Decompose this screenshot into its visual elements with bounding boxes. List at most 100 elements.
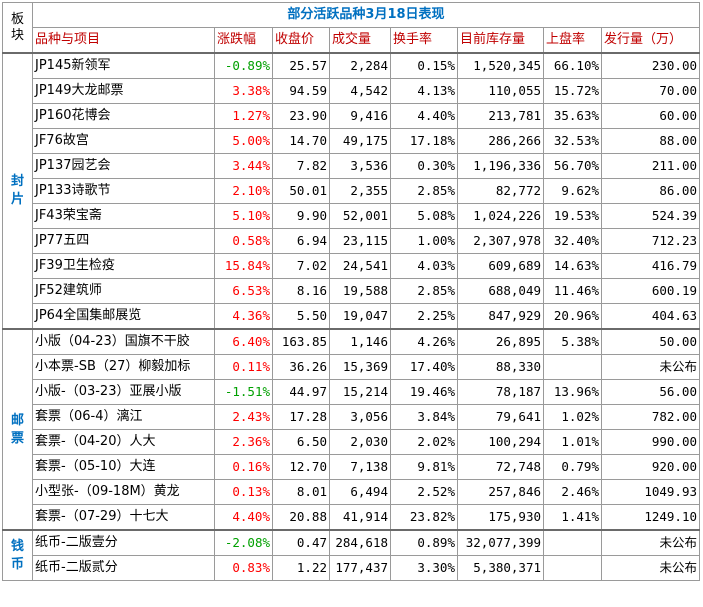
item-name: 纸币-二版壹分 [32, 529, 215, 556]
issue-cell: 524.39 [601, 203, 700, 229]
rate-cell: 2.46% [543, 479, 602, 505]
rate-cell: 20.96% [543, 303, 602, 330]
rate-cell: 19.53% [543, 203, 602, 229]
issue-cell: 920.00 [601, 454, 700, 480]
stock-cell: 1,024,226 [457, 203, 544, 229]
volume-cell: 7,138 [329, 454, 391, 480]
table-row: 邮票 小版（04-23）国旗不干胶 6.40% 163.85 1,146 4.26% 26,… [2, 328, 700, 531]
stock-cell: 175,930 [457, 504, 544, 531]
close-cell: 5.50 [272, 303, 330, 330]
item-name: JF76故宫 [32, 128, 215, 154]
turnover-cell: 0.89% [390, 529, 458, 556]
rate-cell: 56.70% [543, 153, 602, 179]
stock-cell: 100,294 [457, 429, 544, 455]
stock-performance-table: 板块 部分活跃品种3月18日表现 品种与项目 涨跌幅 收盘价 成交量 换手率 目… [2, 2, 700, 581]
item-name: 套票（06-4）漓江 [32, 404, 215, 430]
stock-cell: 32,077,399 [457, 529, 544, 556]
stock-cell: 1,520,345 [457, 52, 544, 79]
change-cell: 5.00% [214, 128, 273, 154]
turnover-cell: 1.00% [390, 228, 458, 254]
item-name: JP137园艺会 [32, 153, 215, 179]
volume-cell: 2,284 [329, 52, 391, 79]
stock-cell: 688,049 [457, 278, 544, 304]
volume-cell: 24,541 [329, 253, 391, 279]
turnover-cell: 3.30% [390, 555, 458, 581]
change-cell: 3.38% [214, 78, 273, 104]
sector-label-text: 邮票 [10, 412, 24, 446]
rate-cell: 66.10% [543, 52, 602, 79]
volume-cell: 52,001 [329, 203, 391, 229]
rate-cell [543, 529, 602, 556]
close-cell: 36.26 [272, 354, 330, 380]
header-close: 收盘价 [272, 27, 330, 54]
header-name: 品种与项目 [32, 27, 215, 54]
rate-cell: 32.53% [543, 128, 602, 154]
item-name: JF43荣宝斋 [32, 203, 215, 229]
stock-cell: 78,187 [457, 379, 544, 405]
item-name: 套票-（05-10）大连 [32, 454, 215, 480]
item-name: 套票-（07-29）十七大 [32, 504, 215, 531]
table-row: JF52建筑师 6.53% 8.16 19,588 2.85% 688,049 11.46%… [3, 278, 700, 304]
issue-cell: 416.79 [601, 253, 700, 279]
turnover-cell: 4.13% [390, 78, 458, 104]
close-cell: 25.57 [272, 52, 330, 79]
item-name: 小版（04-23）国旗不干胶 [32, 328, 215, 355]
change-cell: -1.51% [214, 379, 273, 405]
issue-cell: 60.00 [601, 103, 700, 129]
issue-cell: 86.00 [601, 178, 700, 204]
issue-cell: 1049.93 [601, 479, 700, 505]
volume-cell: 3,536 [329, 153, 391, 179]
change-cell: 6.53% [214, 278, 273, 304]
table-row: 小型张-（09-18M）黄龙 0.13% 8.01 6,494 2.52% 257,846… [3, 479, 700, 505]
rate-cell: 9.62% [543, 178, 602, 204]
item-name: JF39卫生检疫 [32, 253, 215, 279]
stock-cell: 1,196,336 [457, 153, 544, 179]
table-title: 部分活跃品种3月18日表现 [32, 2, 700, 28]
sector-label: 邮票 [2, 328, 33, 531]
close-cell: 7.82 [272, 153, 330, 179]
table-row: 套票（06-4）漓江 2.43% 17.28 3,056 3.84% 79,641 1.02… [3, 404, 700, 430]
change-cell: 0.58% [214, 228, 273, 254]
rate-cell: 35.63% [543, 103, 602, 129]
item-name: JP160花博会 [32, 103, 215, 129]
sector-label-text: 封片 [10, 174, 24, 207]
rate-cell: 0.79% [543, 454, 602, 480]
header-issue: 发行量（万） [601, 27, 700, 54]
issue-cell: 712.23 [601, 228, 700, 254]
item-name: JP149大龙邮票 [32, 78, 215, 104]
turnover-cell: 0.30% [390, 153, 458, 179]
table-row: JP77五四 0.58% 6.94 23,115 1.00% 2,307,978 32.40… [3, 228, 700, 254]
close-cell: 8.01 [272, 479, 330, 505]
close-cell: 12.70 [272, 454, 330, 480]
rate-cell: 1.02% [543, 404, 602, 430]
stock-cell: 110,055 [457, 78, 544, 104]
volume-cell: 19,588 [329, 278, 391, 304]
close-cell: 50.01 [272, 178, 330, 204]
sector-label: 钱币 [2, 529, 33, 581]
close-cell: 0.47 [272, 529, 330, 556]
issue-cell: 230.00 [601, 52, 700, 79]
issue-cell: 56.00 [601, 379, 700, 405]
issue-cell: 50.00 [601, 328, 700, 355]
close-cell: 23.90 [272, 103, 330, 129]
issue-cell: 未公布 [601, 354, 700, 380]
volume-cell: 6,494 [329, 479, 391, 505]
table-row: JP149大龙邮票 3.38% 94.59 4,542 4.13% 110,055 15.7… [3, 78, 700, 104]
rate-cell: 15.72% [543, 78, 602, 104]
stock-cell: 2,307,978 [457, 228, 544, 254]
change-cell: 4.36% [214, 303, 273, 330]
item-name: 纸币-二版贰分 [32, 555, 215, 581]
volume-cell: 177,437 [329, 555, 391, 581]
turnover-cell: 4.26% [390, 328, 458, 355]
stock-cell: 88,330 [457, 354, 544, 380]
close-cell: 1.22 [272, 555, 330, 581]
turnover-cell: 17.18% [390, 128, 458, 154]
item-name: 小型张-（09-18M）黄龙 [32, 479, 215, 505]
volume-cell: 2,355 [329, 178, 391, 204]
title-row: 板块 部分活跃品种3月18日表现 [2, 2, 700, 54]
stock-cell: 213,781 [457, 103, 544, 129]
item-name: JF52建筑师 [32, 278, 215, 304]
change-cell: -0.89% [214, 52, 273, 79]
table-row: JF39卫生检疫 15.84% 7.02 24,541 4.03% 609,689 14.6… [3, 253, 700, 279]
table-row: JF43荣宝斋 5.10% 9.90 52,001 5.08% 1,024,226 19.5… [3, 203, 700, 229]
